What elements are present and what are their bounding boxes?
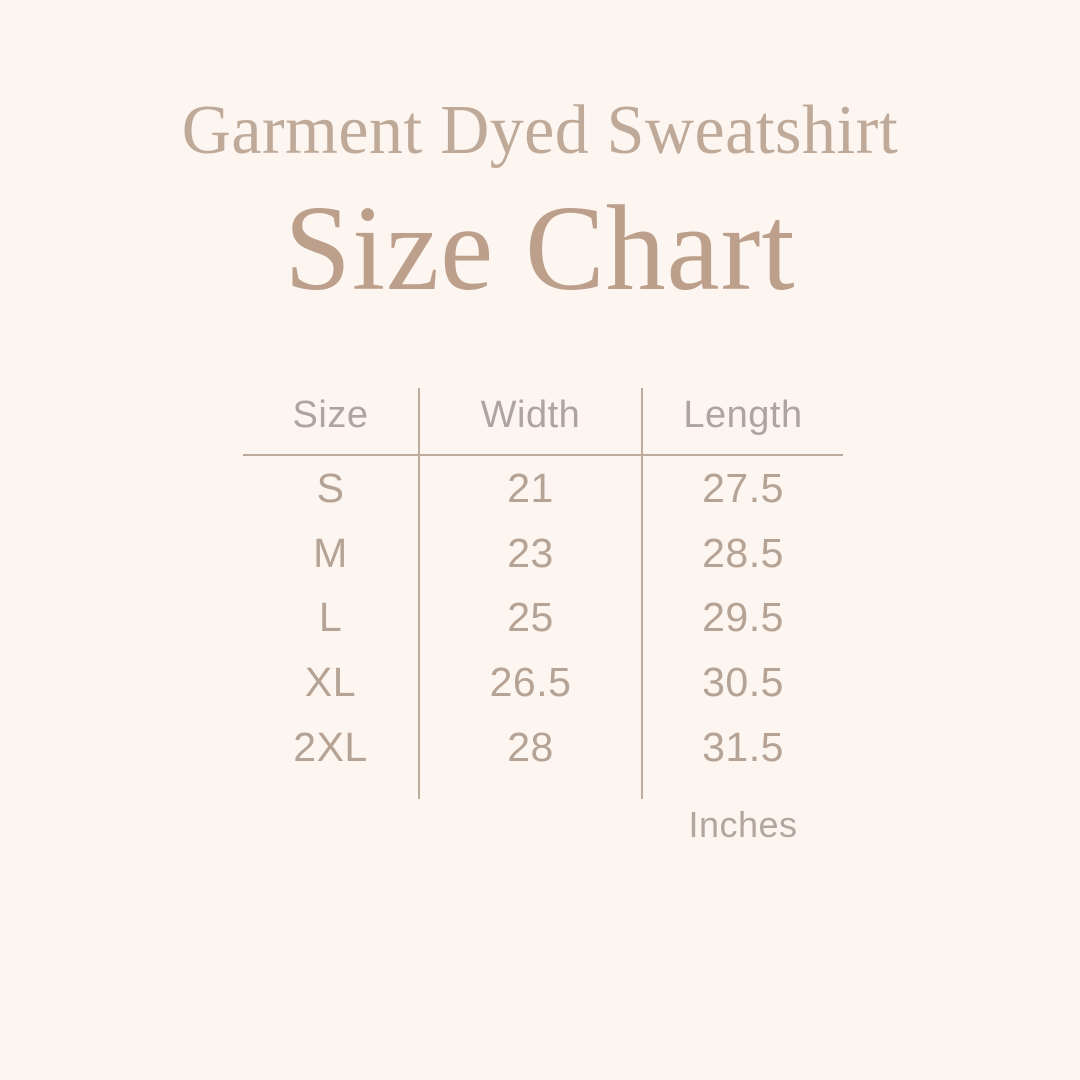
cell-length: 27.5 (702, 465, 784, 511)
cell-width: 28 (507, 723, 554, 770)
column-divider-width-length (641, 388, 643, 799)
size-chart-table: Size Width Length S 21 27.5 M 23 28.5 L … (243, 388, 843, 803)
cell-size: XL (304, 659, 357, 706)
column-header-size: Size (292, 394, 369, 436)
cell-size: S (316, 465, 345, 511)
table-row: 2XL 28 31.5 (243, 713, 843, 778)
header-divider (243, 454, 843, 456)
cell-width: 25 (507, 594, 554, 641)
column-divider-size-width (418, 388, 420, 799)
cell-size: L (318, 594, 343, 641)
column-header-length: Length (683, 394, 803, 436)
cell-width: 26.5 (489, 659, 572, 706)
table-row: M 23 28.5 (243, 519, 843, 584)
table-row: XL 26.5 30.5 (243, 648, 843, 713)
cell-length: 28.5 (702, 529, 784, 576)
cell-size: 2XL (293, 723, 368, 770)
table-body: S 21 27.5 M 23 28.5 L 25 29.5 XL 26.5 30… (243, 454, 843, 777)
cell-width: 23 (507, 529, 554, 576)
cell-length: 29.5 (702, 594, 784, 641)
table-row: L 25 29.5 (243, 583, 843, 648)
page-title-product: Garment Dyed Sweatshirt (181, 92, 899, 169)
unit-label: Inches (688, 804, 798, 845)
cell-size: M (313, 529, 348, 576)
cell-length: 31.5 (702, 723, 784, 770)
page-title-main: Size Chart (284, 181, 796, 316)
page-title: Garment Dyed Sweatshirt Size Chart (0, 96, 1080, 310)
table-header-row: Size Width Length (243, 388, 843, 454)
column-header-width: Width (480, 394, 581, 436)
cell-width: 21 (507, 465, 554, 511)
table-row: S 21 27.5 (243, 454, 843, 519)
cell-length: 30.5 (702, 659, 784, 706)
